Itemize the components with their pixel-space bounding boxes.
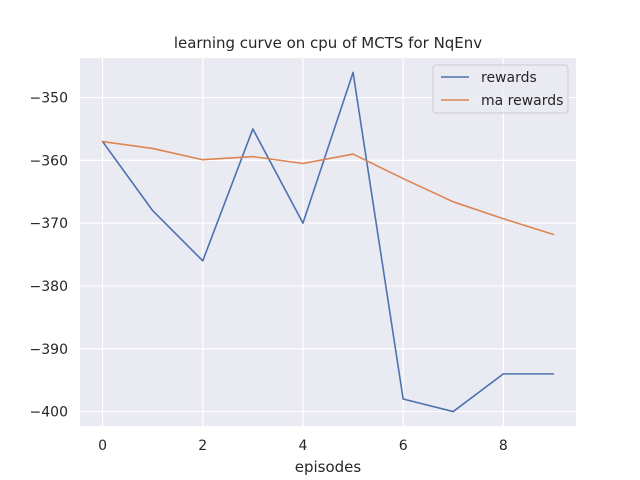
y-axis-ticks: −350 −360 −370 −380 −390 −400 bbox=[30, 91, 68, 421]
x-tick-label: 4 bbox=[298, 438, 307, 454]
y-tick-label: −380 bbox=[30, 279, 68, 295]
y-tick-label: −370 bbox=[30, 216, 68, 232]
x-axis-ticks: 0 2 4 6 8 bbox=[98, 438, 508, 454]
x-tick-label: 2 bbox=[198, 438, 207, 454]
legend-label-ma-rewards: ma rewards bbox=[481, 93, 563, 109]
plot-area bbox=[80, 58, 576, 426]
legend-label-rewards: rewards bbox=[481, 70, 537, 86]
series-lines bbox=[101, 71, 555, 413]
series-line-ma-rewards bbox=[101, 140, 555, 236]
legend-entry-rewards: rewards bbox=[441, 70, 537, 86]
legend: rewards ma rewards bbox=[432, 64, 569, 114]
x-axis-title: episodes bbox=[295, 458, 362, 476]
chart-title: learning curve on cpu of MCTS for NqEnv bbox=[174, 34, 482, 52]
x-tick-label: 8 bbox=[499, 438, 508, 454]
legend-entry-ma-rewards: ma rewards bbox=[441, 93, 563, 109]
x-tick-label: 6 bbox=[399, 438, 408, 454]
y-tick-label: −400 bbox=[30, 405, 68, 421]
y-tick-label: −360 bbox=[30, 153, 68, 169]
x-tick-label: 0 bbox=[98, 438, 107, 454]
y-tick-label: −390 bbox=[30, 342, 68, 358]
gridlines bbox=[80, 58, 576, 426]
y-tick-label: −350 bbox=[30, 91, 68, 107]
series-line-rewards bbox=[101, 71, 555, 413]
